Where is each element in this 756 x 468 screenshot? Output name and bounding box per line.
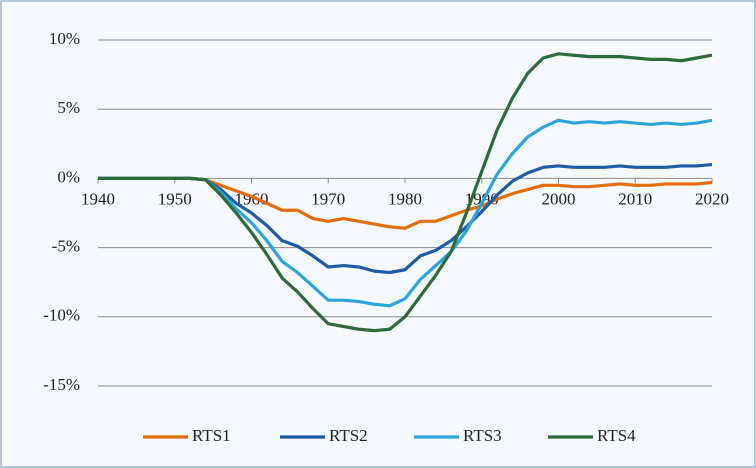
y-tick-label: 5%: [57, 98, 80, 117]
x-tick-label: 1940: [81, 189, 115, 208]
y-tick-label: -5%: [52, 237, 80, 256]
x-tick-label: 2020: [695, 189, 729, 208]
x-tick-label: 2000: [542, 189, 576, 208]
y-tick-label: 10%: [49, 29, 80, 48]
y-tick-label: -10%: [43, 306, 80, 325]
legend-label: RTS2: [329, 426, 368, 445]
x-tick-label: 2010: [618, 189, 652, 208]
y-tick-label: 0%: [57, 167, 80, 186]
x-tick-label: 1980: [388, 189, 422, 208]
y-tick-label: -15%: [43, 375, 80, 394]
legend-label: RTS3: [463, 426, 502, 445]
x-tick-label: 1950: [158, 189, 192, 208]
legend-label: RTS4: [597, 426, 636, 445]
legend-label: RTS1: [192, 426, 231, 445]
series-line: [98, 52, 713, 333]
x-tick-label: 1970: [311, 189, 345, 208]
